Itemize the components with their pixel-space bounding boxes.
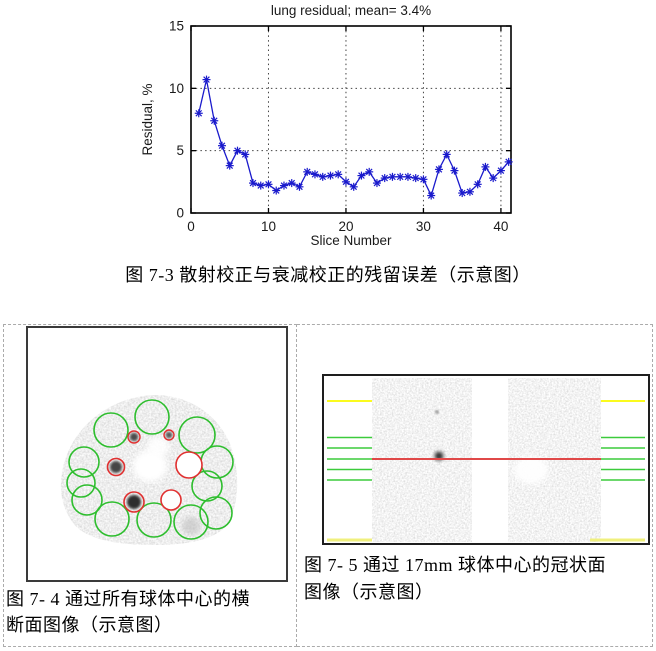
cold-center-region <box>133 437 169 482</box>
svg-text:30: 30 <box>416 219 431 234</box>
figure-7-4-caption-line1: 图 7- 4 通过所有球体中心的横 <box>6 589 250 609</box>
svg-text:0: 0 <box>176 206 184 221</box>
residual-chart: 0 10 20 30 40 0 5 10 15 lung residual; mean= 3.4%… <box>140 3 513 248</box>
svg-text:Residual, %: Residual, % <box>140 83 155 155</box>
svg-text:15: 15 <box>169 19 184 34</box>
red-roi-circles <box>106 429 203 513</box>
cold-region <box>514 456 548 484</box>
svg-text:20: 20 <box>338 219 353 234</box>
svg-text:40: 40 <box>493 219 508 234</box>
svg-text:0: 0 <box>187 219 195 234</box>
svg-text:10: 10 <box>261 219 276 234</box>
svg-text:Slice Number: Slice Number <box>310 233 392 248</box>
svg-text:5: 5 <box>176 143 184 158</box>
green-slice-lines <box>327 436 645 481</box>
yellow-slice-lines <box>327 400 645 542</box>
figure-7-4-caption-line2: 断面图像（示意图） <box>6 615 173 635</box>
figure-7-4-image-panel <box>26 326 288 582</box>
svg-text:lung residual; mean= 3.4%: lung residual; mean= 3.4% <box>271 3 431 18</box>
figure-table: 图 7- 4 通过所有球体中心的横 断面图像（示意图） <box>3 324 653 649</box>
figure-7-5-image-panel <box>322 374 650 545</box>
svg-text:10: 10 <box>169 81 184 96</box>
figure-7-3-plot: 0 10 20 30 40 0 5 10 15 lung residual; mean= 3.4%… <box>140 0 540 252</box>
figure-7-5-caption-line1: 图 7- 5 通过 17mm 球体中心的冠状面 <box>304 555 606 575</box>
figure-7-4-cell <box>3 324 297 647</box>
hot-sphere-blobs <box>110 431 200 535</box>
phantom-coronal-image <box>327 378 645 542</box>
figure-7-5-caption: 图 7- 5 通过 17mm 球体中心的冠状面 图像（示意图） <box>304 552 653 606</box>
figure-7-3-caption: 图 7-3 散射校正与衰减校正的残留误差（示意图） <box>125 265 531 285</box>
figure-7-5-caption-line2: 图像（示意图） <box>304 582 434 602</box>
figure-7-4-caption: 图 7- 4 通过所有球体中心的横 断面图像（示意图） <box>6 586 295 638</box>
figure-7-5-cell <box>297 324 653 647</box>
phantom-transaxial-image <box>60 395 238 545</box>
